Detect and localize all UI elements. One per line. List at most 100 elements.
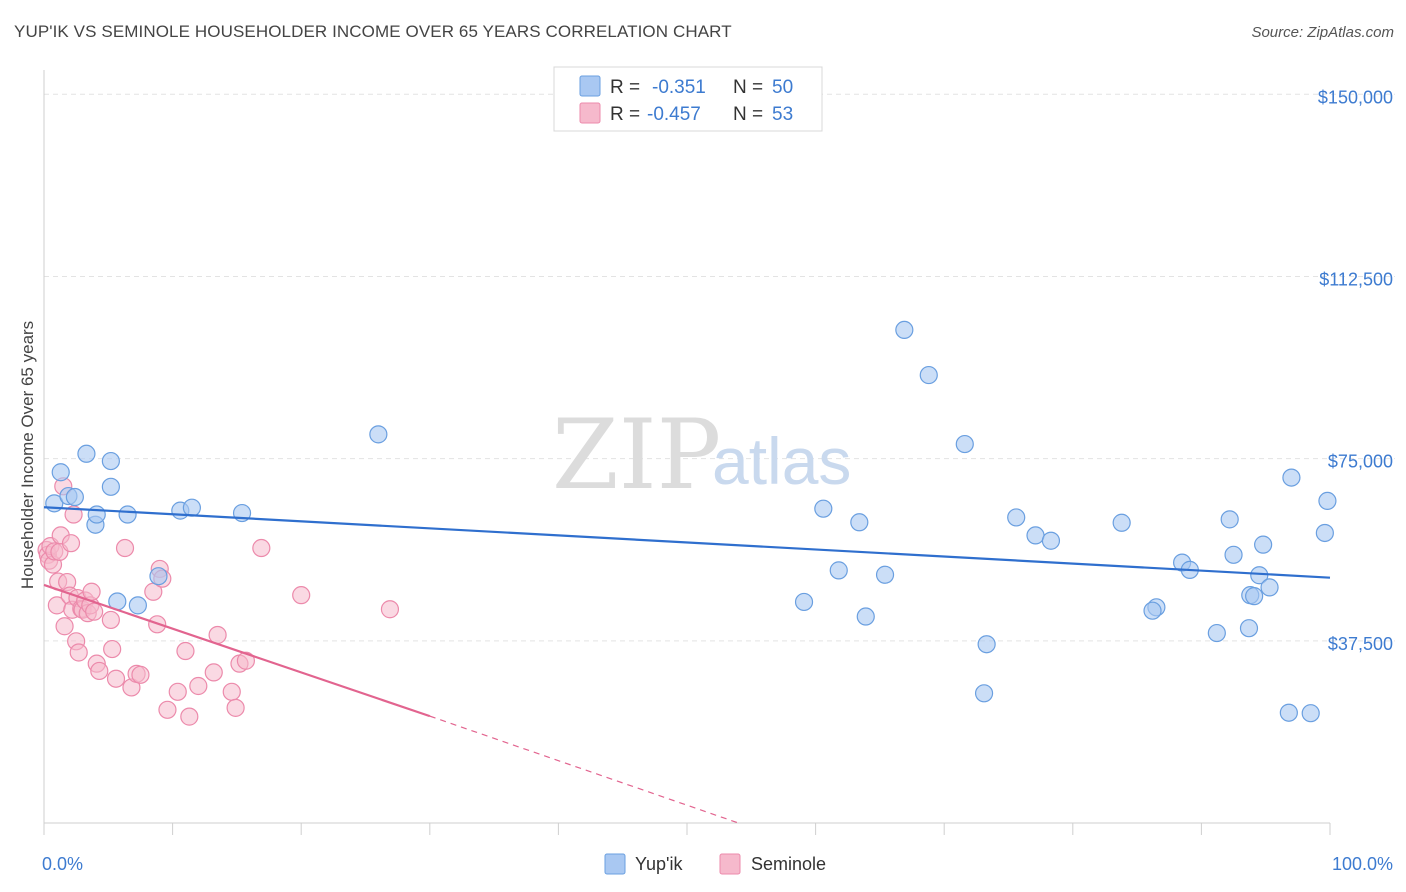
seminole-point (226, 698, 245, 717)
seminole-point (103, 639, 122, 659)
yupik-point (1245, 587, 1264, 606)
yupik-point (1301, 704, 1320, 723)
y-tick-label: $37,500 (1328, 634, 1393, 654)
y-axis-label: Householder Income Over 65 years (18, 321, 37, 589)
watermark-zip: ZIP (552, 399, 721, 511)
chart-title: YUP'IK VS SEMINOLE HOUSEHOLDER INCOME OV… (14, 22, 732, 41)
legend-n-value-seminole: 53 (772, 104, 793, 125)
source-label: Source: ZipAtlas.com (1251, 24, 1394, 41)
legend-n-label-yupik: N = (733, 77, 763, 98)
seminole-point (82, 582, 101, 601)
yupik-point (101, 477, 120, 496)
yupik-point (87, 505, 106, 524)
seminole-point (55, 617, 74, 636)
series-legend-swatch-yupik (604, 853, 626, 875)
yupik-point (118, 505, 137, 524)
yupik-trend-line (43, 506, 1331, 579)
legend-r-label-yupik: R = (610, 77, 640, 98)
trend-lines (43, 506, 1331, 824)
seminole-point (158, 700, 177, 719)
yupik-point (895, 320, 914, 340)
yupik-point (1282, 468, 1301, 487)
seminole-point (131, 665, 150, 684)
seminole-point (189, 676, 208, 696)
yupik-point (1112, 513, 1131, 532)
seminole-point (101, 610, 120, 630)
yupik-point (101, 451, 120, 471)
yupik-point (919, 365, 938, 385)
seminole-trend-extension (429, 715, 739, 824)
seminole-trend-line (43, 583, 431, 718)
yupik-point (1260, 578, 1279, 597)
yupik-point (51, 463, 70, 482)
yupik-point (1318, 491, 1337, 511)
yupik-point (1279, 703, 1298, 722)
seminole-point (115, 538, 135, 558)
legend-r-value-seminole: -0.457 (647, 104, 701, 125)
yupik-point (794, 592, 814, 612)
yupik-point (1239, 619, 1259, 638)
legend-r-value-yupik: -0.351 (652, 77, 706, 98)
yupik-point (1254, 535, 1273, 554)
yupik-point (1207, 623, 1226, 643)
legend-swatch-yupik (579, 75, 601, 97)
yupik-point (856, 607, 875, 626)
y-tick-label: $150,000 (1318, 87, 1393, 107)
yupik-point (1224, 545, 1243, 564)
legend-swatch-seminole (579, 102, 601, 124)
seminole-point (380, 600, 400, 619)
yupik-point (65, 487, 84, 507)
x-tick-label-end: 100.0% (1332, 854, 1393, 874)
y-tick-labels: $37,500 $75,000 $112,500 $150,000 (1318, 87, 1393, 654)
series-legend-swatch-seminole (719, 853, 741, 875)
yupik-point (182, 498, 201, 517)
seminole-point (204, 663, 223, 682)
seminole-point (222, 682, 241, 701)
yupik-point (1007, 508, 1026, 527)
series-legend-label-yupik: Yup'ik (635, 854, 683, 874)
seminole-point (90, 661, 109, 681)
seminole-point (292, 586, 311, 605)
seminole-point (69, 643, 88, 662)
yupik-point (955, 434, 974, 454)
stats-legend: R = -0.351 N = 50 R = -0.457 N = 53 (553, 66, 823, 132)
seminole-point (252, 538, 271, 558)
seminole-point (61, 534, 81, 553)
series-legend-label-seminole: Seminole (751, 854, 826, 874)
watermark: ZIP atlas (552, 399, 851, 511)
legend-n-label-seminole: N = (733, 104, 763, 125)
yupik-point (977, 635, 996, 654)
x-tick-labels: 0.0% 100.0% (42, 854, 1393, 874)
watermark-atlas: atlas (712, 424, 851, 498)
y-tick-label: $75,000 (1328, 452, 1393, 472)
seminole-point (176, 641, 195, 661)
y-tick-label: $112,500 (1319, 269, 1393, 289)
yupik-point (875, 565, 895, 584)
yupik-point (1143, 601, 1162, 620)
yupik-point (128, 596, 147, 615)
seminole-point (106, 669, 126, 688)
yupik-point (850, 513, 869, 532)
series-yupik (45, 320, 1337, 723)
yupik-point (974, 684, 994, 703)
seminole-point (180, 707, 199, 726)
seminole-point (236, 651, 256, 670)
yupik-point (369, 425, 388, 444)
yupik-point (829, 561, 848, 580)
legend-n-value-yupik: 50 (772, 77, 793, 98)
yupik-point (1026, 526, 1045, 545)
yupik-point (77, 444, 96, 463)
legend-r-label-seminole: R = (610, 104, 640, 125)
yupik-point (814, 499, 833, 518)
yupik-point (1220, 510, 1239, 529)
yupik-point (149, 567, 168, 586)
yupik-point (1315, 523, 1334, 543)
series-legend: Yup'ik Seminole (604, 853, 826, 875)
gridlines (44, 93, 1395, 642)
yupik-point (1041, 531, 1061, 550)
seminole-point (168, 682, 187, 701)
axes (43, 70, 1331, 835)
x-tick-label-start: 0.0% (42, 854, 83, 874)
seminole-point (85, 602, 104, 621)
